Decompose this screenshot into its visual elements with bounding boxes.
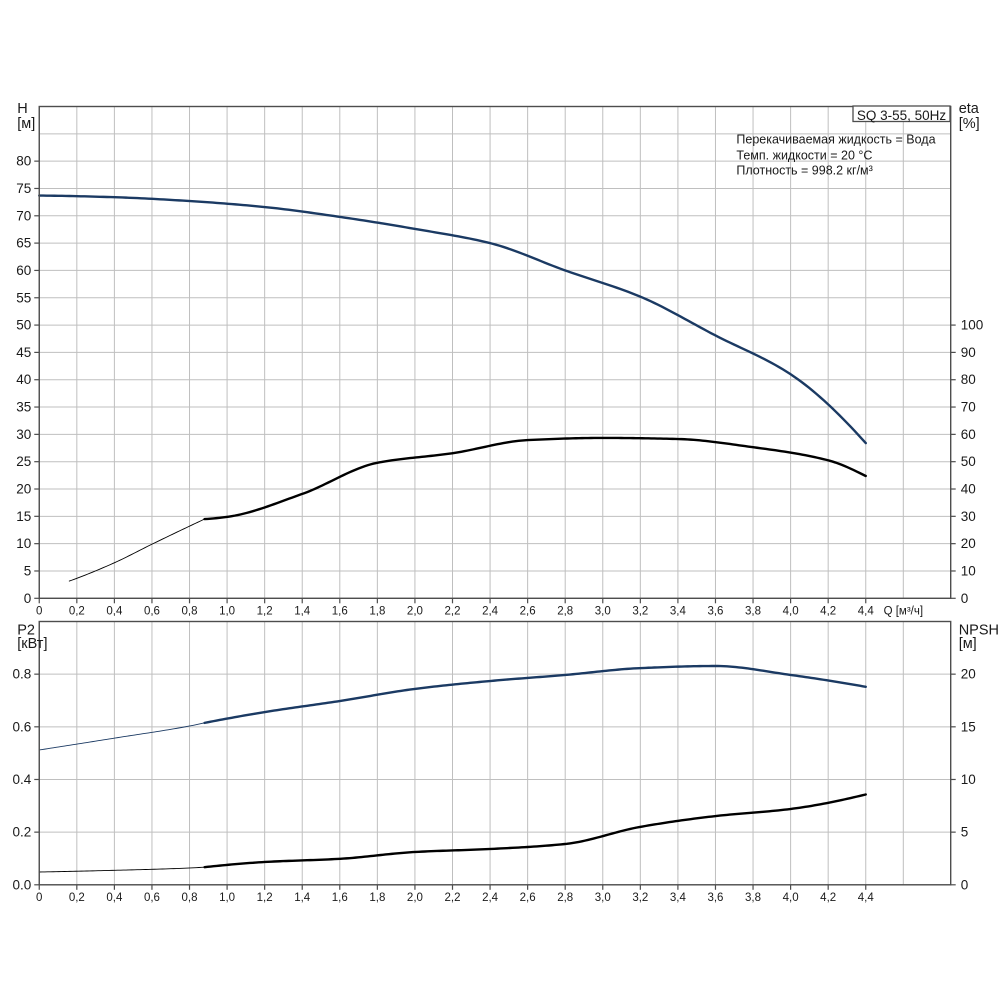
svg-text:1,0: 1,0 — [219, 605, 235, 617]
svg-text:Q [м³/ч]: Q [м³/ч] — [884, 605, 923, 617]
svg-text:2,2: 2,2 — [445, 892, 461, 904]
svg-text:3,4: 3,4 — [670, 892, 687, 904]
svg-text:1,6: 1,6 — [332, 605, 348, 617]
svg-text:0,2: 0,2 — [69, 605, 85, 617]
svg-text:30: 30 — [16, 427, 31, 442]
svg-text:10: 10 — [961, 563, 976, 578]
svg-text:3,8: 3,8 — [745, 605, 761, 617]
svg-text:1,4: 1,4 — [294, 605, 311, 617]
svg-text:SQ 3-55, 50Hz: SQ 3-55, 50Hz — [857, 108, 947, 123]
svg-text:Перекачиваемая жидкость = Вода: Перекачиваемая жидкость = Вода — [736, 133, 935, 147]
svg-text:0,8: 0,8 — [182, 892, 198, 904]
svg-text:0.0: 0.0 — [12, 877, 31, 892]
svg-text:2,0: 2,0 — [407, 605, 423, 617]
svg-text:3,0: 3,0 — [595, 605, 611, 617]
svg-text:[м]: [м] — [959, 636, 977, 652]
svg-text:1,4: 1,4 — [294, 892, 311, 904]
svg-text:3,6: 3,6 — [707, 605, 723, 617]
svg-text:0,2: 0,2 — [69, 892, 85, 904]
svg-text:70: 70 — [16, 208, 31, 223]
svg-text:40: 40 — [16, 372, 31, 387]
svg-text:1,8: 1,8 — [369, 892, 385, 904]
svg-text:20: 20 — [961, 667, 976, 682]
svg-text:80: 80 — [961, 372, 976, 387]
svg-text:2,4: 2,4 — [482, 892, 499, 904]
svg-text:1,8: 1,8 — [369, 605, 385, 617]
svg-text:Темп. жидкости = 20 °C: Темп. жидкости = 20 °C — [736, 148, 872, 162]
svg-text:3,6: 3,6 — [707, 892, 723, 904]
svg-text:3,2: 3,2 — [632, 892, 648, 904]
svg-text:[кВт]: [кВт] — [17, 636, 47, 652]
svg-text:1,0: 1,0 — [219, 892, 235, 904]
svg-text:70: 70 — [961, 400, 976, 415]
svg-text:20: 20 — [961, 536, 976, 551]
svg-text:[м]: [м] — [17, 116, 35, 132]
svg-text:65: 65 — [16, 236, 31, 251]
svg-text:2,2: 2,2 — [445, 605, 461, 617]
svg-text:40: 40 — [961, 482, 976, 497]
svg-text:50: 50 — [16, 318, 31, 333]
svg-text:0,6: 0,6 — [144, 605, 160, 617]
svg-text:4,0: 4,0 — [783, 892, 799, 904]
svg-text:0,6: 0,6 — [144, 892, 160, 904]
svg-text:80: 80 — [16, 154, 31, 169]
svg-text:0: 0 — [36, 605, 42, 617]
svg-text:75: 75 — [16, 181, 31, 196]
svg-text:5: 5 — [24, 563, 32, 578]
svg-text:Плотность = 998.2 кг/м³: Плотность = 998.2 кг/м³ — [736, 163, 872, 177]
svg-text:10: 10 — [961, 772, 976, 787]
svg-text:60: 60 — [16, 263, 31, 278]
svg-text:2,8: 2,8 — [557, 892, 573, 904]
svg-text:4,2: 4,2 — [820, 605, 836, 617]
svg-text:20: 20 — [16, 482, 31, 497]
svg-text:3,2: 3,2 — [632, 605, 648, 617]
svg-text:1,6: 1,6 — [332, 892, 348, 904]
svg-text:0.8: 0.8 — [12, 667, 31, 682]
svg-text:0.2: 0.2 — [12, 825, 31, 840]
svg-text:0: 0 — [24, 591, 32, 606]
svg-text:0: 0 — [961, 591, 969, 606]
svg-text:2,8: 2,8 — [557, 605, 573, 617]
svg-text:3,0: 3,0 — [595, 892, 611, 904]
svg-text:0,8: 0,8 — [182, 605, 198, 617]
svg-text:4,2: 4,2 — [820, 892, 836, 904]
svg-text:2,4: 2,4 — [482, 605, 499, 617]
svg-text:4,4: 4,4 — [858, 605, 875, 617]
svg-text:2,0: 2,0 — [407, 892, 423, 904]
svg-text:35: 35 — [16, 400, 31, 415]
svg-text:2,6: 2,6 — [520, 605, 536, 617]
svg-text:15: 15 — [961, 719, 976, 734]
svg-text:45: 45 — [16, 345, 31, 360]
svg-text:H: H — [17, 101, 27, 117]
svg-text:[%]: [%] — [959, 116, 980, 132]
svg-text:25: 25 — [16, 454, 31, 469]
svg-text:5: 5 — [961, 825, 969, 840]
svg-text:4,4: 4,4 — [858, 892, 875, 904]
svg-text:100: 100 — [961, 318, 984, 333]
svg-text:1,2: 1,2 — [257, 605, 273, 617]
svg-text:90: 90 — [961, 345, 976, 360]
svg-text:30: 30 — [961, 509, 976, 524]
svg-text:eta: eta — [959, 101, 980, 117]
svg-text:4,0: 4,0 — [783, 605, 799, 617]
svg-text:0: 0 — [961, 877, 969, 892]
svg-text:0: 0 — [36, 892, 42, 904]
svg-text:10: 10 — [16, 536, 31, 551]
svg-text:15: 15 — [16, 509, 31, 524]
svg-text:2,6: 2,6 — [520, 892, 536, 904]
svg-text:55: 55 — [16, 290, 31, 305]
svg-text:50: 50 — [961, 454, 976, 469]
svg-text:0,4: 0,4 — [106, 605, 123, 617]
svg-text:3,4: 3,4 — [670, 605, 687, 617]
svg-text:0.4: 0.4 — [12, 772, 31, 787]
svg-text:0,4: 0,4 — [106, 892, 123, 904]
svg-text:60: 60 — [961, 427, 976, 442]
svg-text:3,8: 3,8 — [745, 892, 761, 904]
svg-text:0.6: 0.6 — [12, 719, 31, 734]
svg-text:1,2: 1,2 — [257, 892, 273, 904]
